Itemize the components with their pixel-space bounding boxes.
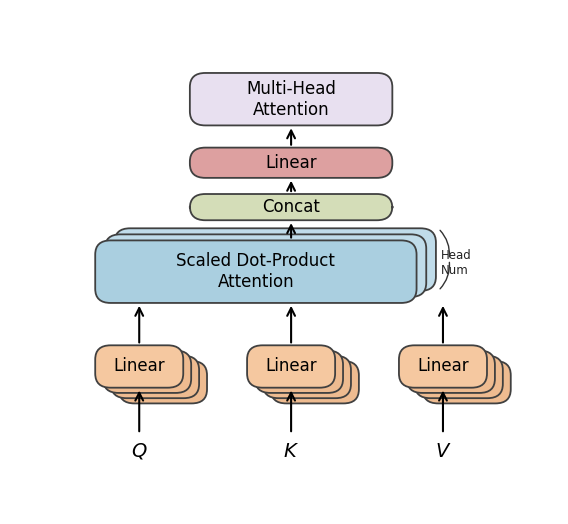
FancyBboxPatch shape <box>407 351 495 393</box>
FancyBboxPatch shape <box>423 361 511 403</box>
Text: Linear: Linear <box>417 357 469 376</box>
FancyBboxPatch shape <box>105 234 426 297</box>
Text: Scaled Dot-Product
Attention: Scaled Dot-Product Attention <box>177 252 335 291</box>
FancyBboxPatch shape <box>190 194 392 220</box>
FancyBboxPatch shape <box>190 73 392 125</box>
FancyBboxPatch shape <box>190 148 392 178</box>
FancyBboxPatch shape <box>271 361 359 403</box>
Text: Linear: Linear <box>265 154 317 172</box>
Text: Linear: Linear <box>114 357 165 376</box>
Text: Linear: Linear <box>265 357 317 376</box>
FancyBboxPatch shape <box>263 356 351 398</box>
FancyBboxPatch shape <box>119 361 207 403</box>
Text: $\mathbf{\mathit{Q}}$: $\mathbf{\mathit{Q}}$ <box>131 441 148 461</box>
FancyBboxPatch shape <box>415 356 503 398</box>
FancyBboxPatch shape <box>95 241 416 303</box>
FancyBboxPatch shape <box>255 351 343 393</box>
FancyBboxPatch shape <box>247 345 335 388</box>
FancyBboxPatch shape <box>115 228 436 291</box>
FancyBboxPatch shape <box>95 345 183 388</box>
FancyBboxPatch shape <box>399 345 487 388</box>
Text: $\mathbf{\mathit{K}}$: $\mathbf{\mathit{K}}$ <box>283 442 299 461</box>
Text: Concat: Concat <box>262 198 320 216</box>
Text: $\mathbf{\mathit{V}}$: $\mathbf{\mathit{V}}$ <box>435 442 451 461</box>
FancyBboxPatch shape <box>111 356 199 398</box>
FancyBboxPatch shape <box>103 351 191 393</box>
Text: Multi-Head
Attention: Multi-Head Attention <box>246 80 336 118</box>
Text: Head
Num: Head Num <box>441 248 471 277</box>
